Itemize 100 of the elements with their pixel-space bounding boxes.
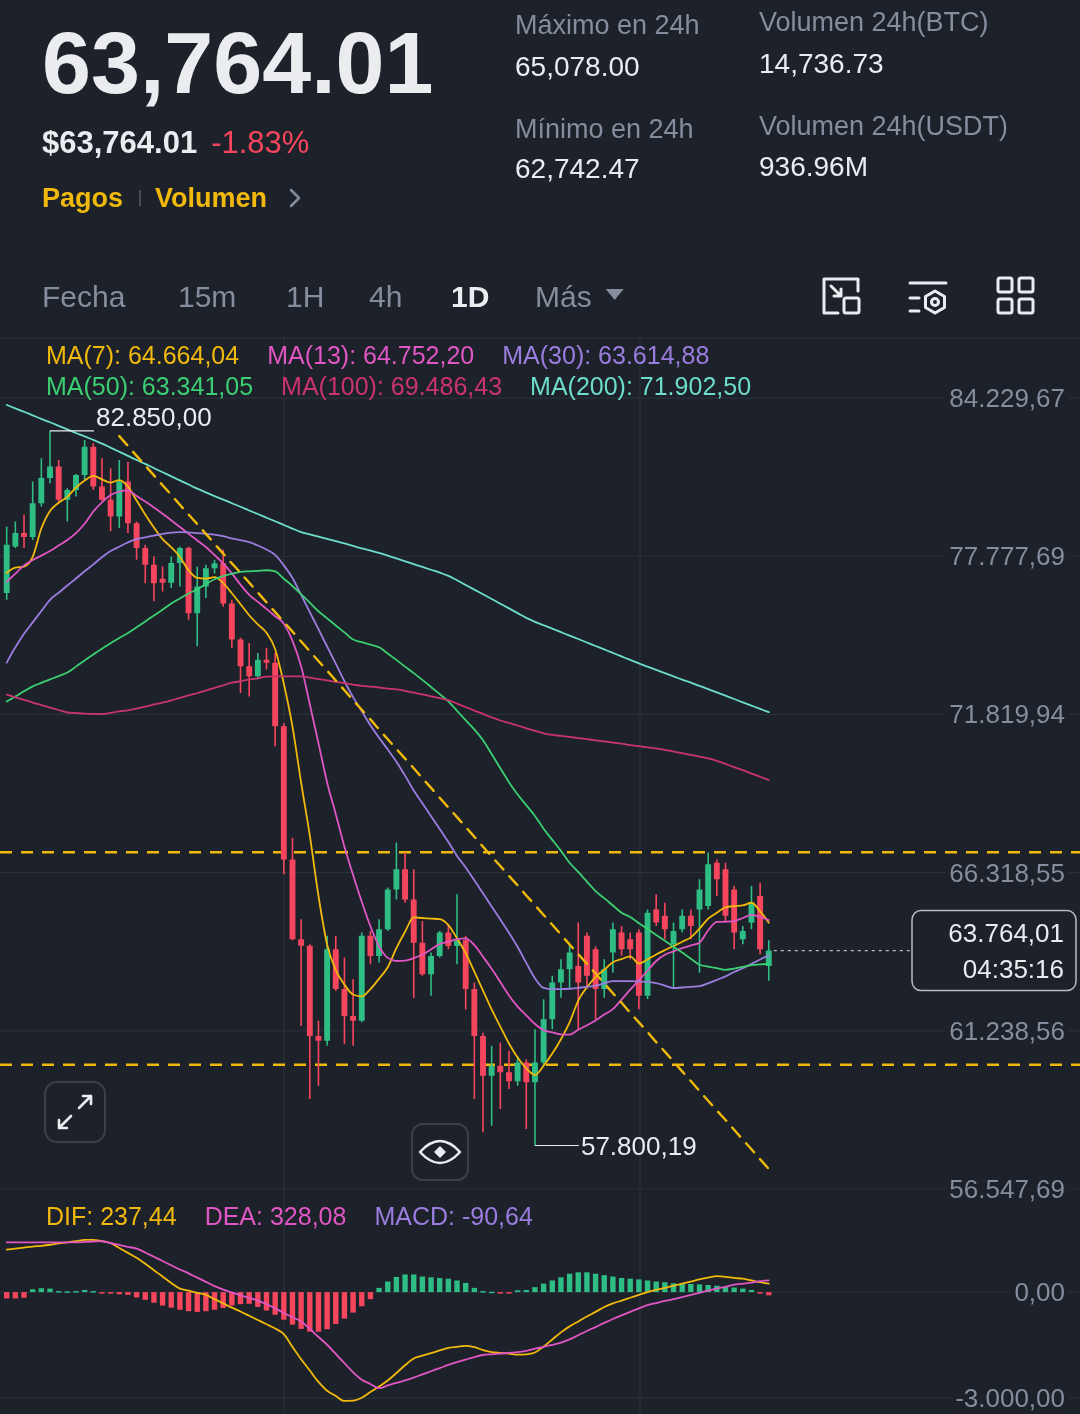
bar [445, 1278, 452, 1293]
series-label: DIF: 237,44 [46, 1202, 177, 1230]
candlestick [246, 643, 253, 697]
candlestick [575, 922, 582, 1030]
text: Mínimo en 24h [515, 114, 694, 144]
text: Más [535, 279, 592, 313]
candlestick [532, 1029, 538, 1146]
text: -1.83% [211, 124, 310, 160]
y-tick-label: 66.318,55 [949, 857, 1065, 888]
bar [298, 1292, 304, 1329]
y-tick-label: -3.000,00 [955, 1383, 1065, 1414]
bar [38, 1288, 45, 1293]
text: 14,736.73 [759, 47, 884, 79]
bar [30, 1289, 36, 1293]
text: Volumen 24h(USDT) [759, 111, 1009, 141]
line-series [5, 403, 770, 714]
text: $63,764.01 [42, 124, 198, 160]
text: MA(200): 71.902,50 [530, 372, 752, 400]
candlestick [627, 932, 634, 960]
bar [116, 1292, 122, 1295]
candlestick [506, 1050, 512, 1089]
annotation: 57.800,19 [580, 1130, 697, 1161]
bar [367, 1292, 374, 1300]
y-tick-label: 77.777,69 [949, 541, 1065, 572]
candlestick [47, 430, 53, 484]
text: 1H [286, 279, 325, 313]
text: 1D [451, 279, 490, 313]
bar [566, 1273, 573, 1293]
bar [627, 1278, 633, 1293]
bar [584, 1272, 590, 1293]
bar [281, 1292, 287, 1320]
bar [151, 1292, 157, 1303]
text: Fecha [42, 279, 126, 313]
text: MACD: -90,64 [374, 1202, 533, 1230]
bar [419, 1276, 426, 1293]
bar [359, 1292, 365, 1307]
bar [592, 1273, 599, 1293]
candlestick [298, 919, 305, 1026]
candlestick [428, 952, 434, 996]
text: MA(30): 63.614,88 [502, 341, 710, 369]
candlestick [653, 894, 660, 926]
bar [185, 1292, 192, 1312]
bar [437, 1277, 443, 1293]
bar [610, 1276, 616, 1293]
annotation: 82.850,00 [96, 401, 212, 432]
candlestick [480, 1032, 486, 1133]
text: MA(100): 69.486,43 [281, 372, 503, 400]
bar [393, 1276, 400, 1293]
bar [532, 1287, 538, 1293]
bar [748, 1289, 755, 1293]
series-label: DEA: 328,08 [204, 1202, 347, 1230]
candlestick [350, 979, 357, 1046]
bar [350, 1292, 356, 1313]
bar [333, 1292, 339, 1324]
text: 936.96M [759, 150, 868, 182]
text: 63,764.01 [42, 12, 434, 112]
text: MA(13): 64.752,20 [267, 341, 475, 369]
bar [203, 1292, 209, 1312]
text: 15m [178, 279, 237, 313]
bar [177, 1292, 183, 1310]
bar [324, 1292, 330, 1330]
bar [463, 1282, 469, 1293]
candlestick [558, 959, 564, 998]
bar [428, 1277, 434, 1293]
candlestick [150, 556, 157, 602]
ref-line-label: 63.764,01 04:35:16 [948, 917, 1064, 984]
bar [731, 1287, 737, 1293]
bar [696, 1284, 703, 1293]
y-tick-label: 0,00 [1014, 1277, 1065, 1308]
y-tick-label: 56.547,69 [949, 1174, 1065, 1204]
bar [688, 1283, 694, 1293]
bar [549, 1280, 555, 1293]
bar [142, 1292, 148, 1300]
candlestick [21, 514, 27, 549]
bar [21, 1292, 27, 1298]
bar [168, 1292, 174, 1308]
bar [454, 1280, 460, 1293]
text: MA(50): 63.341,05 [46, 372, 254, 400]
bar [601, 1275, 607, 1293]
y-tick-label: 84.229,67 [949, 383, 1065, 414]
bar [159, 1292, 166, 1306]
text: Pagos [42, 183, 124, 213]
y-tick-label: 61.238,56 [949, 1015, 1065, 1046]
bar [523, 1289, 529, 1293]
line-series [5, 675, 770, 781]
bar [47, 1288, 53, 1293]
bar [402, 1274, 408, 1293]
bar [272, 1292, 278, 1315]
bar [315, 1292, 322, 1332]
candlestick [661, 902, 668, 940]
bar [636, 1279, 642, 1293]
bar [411, 1274, 417, 1293]
bar [81, 1289, 88, 1293]
candlestick [410, 869, 417, 998]
bar [341, 1292, 348, 1319]
text: MA(7): 64.664,04 [46, 341, 240, 369]
text: 62,742.47 [515, 152, 640, 184]
bar [679, 1283, 685, 1293]
bar [558, 1277, 564, 1293]
text: 4h [369, 279, 403, 313]
